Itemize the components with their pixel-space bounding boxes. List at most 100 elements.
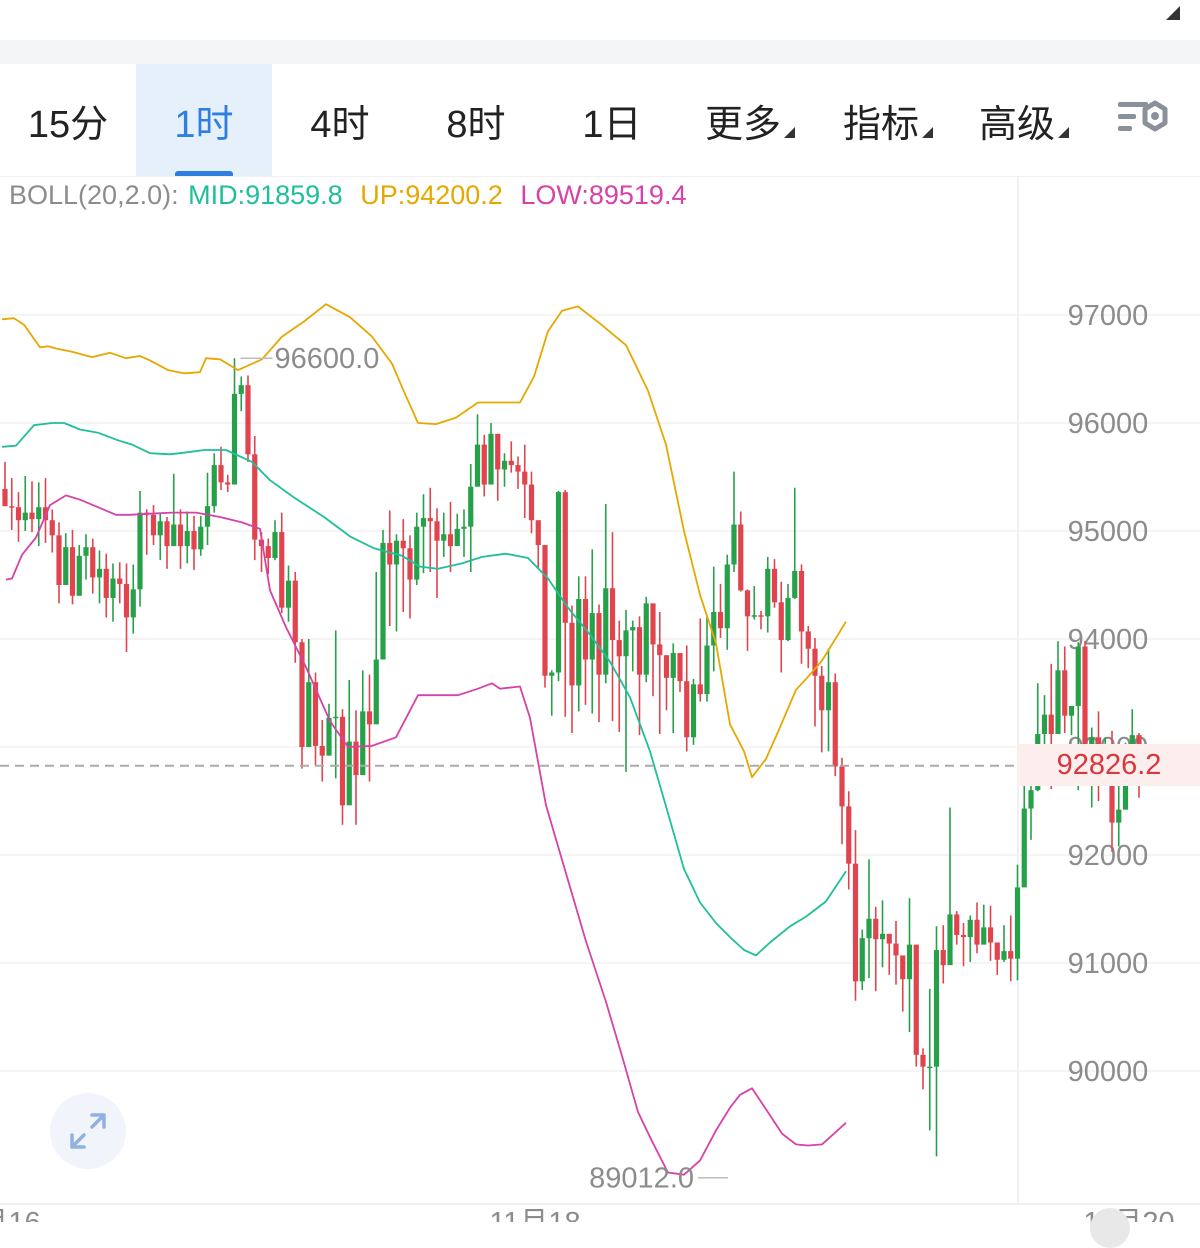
candle-body bbox=[191, 531, 197, 550]
candle bbox=[123, 563, 130, 652]
candle-body bbox=[906, 944, 913, 980]
candle-body bbox=[731, 524, 737, 565]
y-tick-label: 96000 bbox=[1068, 408, 1149, 440]
candle-body bbox=[751, 615, 757, 617]
candle bbox=[218, 446, 224, 490]
candle bbox=[22, 475, 28, 531]
candle-body bbox=[670, 653, 676, 678]
tab-label: 4时 bbox=[310, 103, 370, 146]
candle bbox=[852, 830, 859, 1001]
candle bbox=[427, 487, 433, 573]
tab-1h[interactable]: 1时 bbox=[136, 64, 272, 176]
candle bbox=[636, 616, 643, 736]
candle-body bbox=[1068, 705, 1075, 716]
tab-more[interactable]: 更多 bbox=[680, 64, 820, 176]
boll-lower-band bbox=[5, 494, 847, 1176]
candle bbox=[461, 509, 467, 557]
chart-settings-button[interactable] bbox=[1110, 92, 1174, 148]
fullscreen-button[interactable] bbox=[50, 1093, 126, 1169]
candle-body bbox=[117, 578, 123, 584]
tab-indicators[interactable]: 指标 bbox=[820, 64, 956, 176]
candle-body bbox=[603, 588, 609, 675]
annotation-high-label: 96600.0 bbox=[275, 343, 380, 375]
corner-indicator bbox=[1166, 6, 1180, 20]
candle-body bbox=[785, 597, 791, 641]
candle-body bbox=[974, 919, 980, 945]
candle-body bbox=[69, 547, 76, 596]
separator-band bbox=[0, 40, 1200, 64]
current-price-tag: 92826.2 bbox=[1018, 744, 1200, 786]
candle-body bbox=[123, 583, 130, 618]
tab-15min[interactable]: 15分 bbox=[0, 64, 136, 176]
candle-body bbox=[569, 622, 575, 686]
candle bbox=[454, 513, 460, 547]
candle bbox=[164, 516, 170, 569]
candle-body bbox=[1028, 790, 1034, 809]
candle bbox=[76, 545, 82, 596]
candle bbox=[785, 583, 791, 642]
candle-body bbox=[920, 1054, 926, 1067]
candle bbox=[191, 515, 197, 570]
candle bbox=[420, 494, 427, 574]
candle-body bbox=[245, 385, 251, 455]
chart-settings-icon bbox=[1118, 100, 1168, 132]
candle-body bbox=[461, 526, 467, 529]
candle-body bbox=[468, 486, 474, 527]
candle bbox=[900, 955, 906, 1012]
candle bbox=[839, 757, 845, 845]
tab-4h[interactable]: 4时 bbox=[272, 64, 408, 176]
candle bbox=[873, 906, 879, 992]
candlestick-chart[interactable]: 9700096000950009400093000920009100090000… bbox=[0, 176, 1200, 1222]
candle-body bbox=[366, 711, 373, 725]
candle-body bbox=[231, 393, 238, 485]
candle bbox=[36, 482, 42, 547]
candle bbox=[495, 433, 501, 501]
candle-body bbox=[90, 547, 96, 578]
candle bbox=[488, 423, 494, 485]
candle bbox=[1008, 915, 1014, 982]
legend-mid-value: MID:91859.8 bbox=[188, 180, 343, 210]
tab-1d[interactable]: 1日 bbox=[544, 64, 680, 176]
candle-body bbox=[103, 568, 109, 598]
legend-low-value: LOW:89519.4 bbox=[520, 180, 687, 210]
tab-advanced[interactable]: 高级 bbox=[956, 64, 1092, 176]
candle-body bbox=[407, 548, 413, 580]
candle-body bbox=[171, 524, 177, 547]
candle bbox=[447, 501, 454, 573]
candle bbox=[751, 586, 757, 620]
boll-upper-band bbox=[1, 303, 847, 779]
candle bbox=[576, 576, 582, 712]
candle-body bbox=[798, 570, 805, 632]
candle bbox=[481, 434, 487, 497]
candle bbox=[319, 720, 325, 782]
tab-label: 1日 bbox=[582, 103, 642, 146]
candle-body bbox=[2, 488, 8, 507]
candle-body bbox=[177, 524, 184, 547]
candle-body bbox=[204, 506, 211, 527]
candle-body bbox=[279, 532, 285, 608]
candle bbox=[474, 414, 481, 487]
scroll-to-latest-button[interactable] bbox=[1090, 1208, 1130, 1248]
candle-body bbox=[684, 681, 690, 738]
legend-indicator-label: BOLL(20,2.0): bbox=[9, 180, 179, 210]
candle-body bbox=[299, 642, 305, 747]
candle bbox=[596, 604, 602, 723]
candle bbox=[805, 626, 811, 669]
candle bbox=[535, 520, 541, 569]
candle bbox=[522, 444, 528, 519]
candle-body bbox=[427, 518, 433, 522]
tab-8h[interactable]: 8时 bbox=[408, 64, 544, 176]
candle bbox=[56, 522, 62, 604]
candle bbox=[144, 509, 150, 555]
candle bbox=[859, 929, 865, 990]
candle-body bbox=[947, 914, 953, 966]
candle-body bbox=[650, 603, 656, 645]
candle bbox=[63, 533, 69, 585]
candle-body bbox=[967, 919, 973, 938]
candle-body bbox=[825, 682, 832, 711]
candle-body bbox=[1109, 753, 1115, 823]
candle bbox=[366, 674, 373, 782]
candle-body bbox=[643, 603, 649, 675]
candle bbox=[501, 453, 508, 487]
candle bbox=[906, 898, 913, 1033]
